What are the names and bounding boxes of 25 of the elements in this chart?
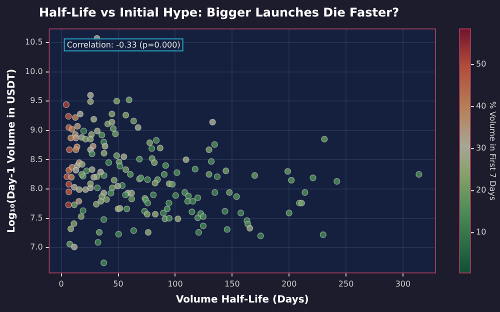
y-axis-title: Log₁₀(Day-1 Volume in USDT) xyxy=(6,68,18,233)
y-tick-label: 9.0 xyxy=(30,125,43,134)
y-tick-label: 8.5 xyxy=(30,154,43,164)
y-tick-label: 9.5 xyxy=(30,96,43,106)
y-tick-label: 10.0 xyxy=(25,66,43,76)
y-tick-label: 10.5 xyxy=(25,38,43,47)
color-bar-label: 30 xyxy=(476,144,486,153)
color-bar-label: 10 xyxy=(476,228,486,237)
y-tick-label: 8.0 xyxy=(30,184,43,194)
color-bar-label: 50 xyxy=(476,60,486,69)
color-bar-label: 20 xyxy=(476,186,486,195)
x-tick-label: 200 xyxy=(281,279,297,288)
y-tick-label: 7.0 xyxy=(30,242,43,252)
x-axis-title: Volume Half-Life (Days) xyxy=(176,294,309,306)
x-tick-label: 100 xyxy=(168,279,183,288)
y-tick-label: 7.5 xyxy=(30,213,43,222)
x-tick-label: 300 xyxy=(395,279,411,288)
x-tick-label: 50 xyxy=(113,279,124,288)
color-bar-label: 40 xyxy=(476,102,486,111)
chart-title: Half-Life vs Initial Hype: Bigger Launches Die Faster? xyxy=(38,5,400,20)
x-tick-label: 250 xyxy=(338,279,354,288)
x-tick-label: 0 xyxy=(58,279,64,288)
color-bar-title: % Volume in First 7 Days xyxy=(488,101,497,201)
x-tick-label: 150 xyxy=(224,279,240,288)
annotation: Correlation: -0.33 (p=0.000) xyxy=(66,40,180,50)
